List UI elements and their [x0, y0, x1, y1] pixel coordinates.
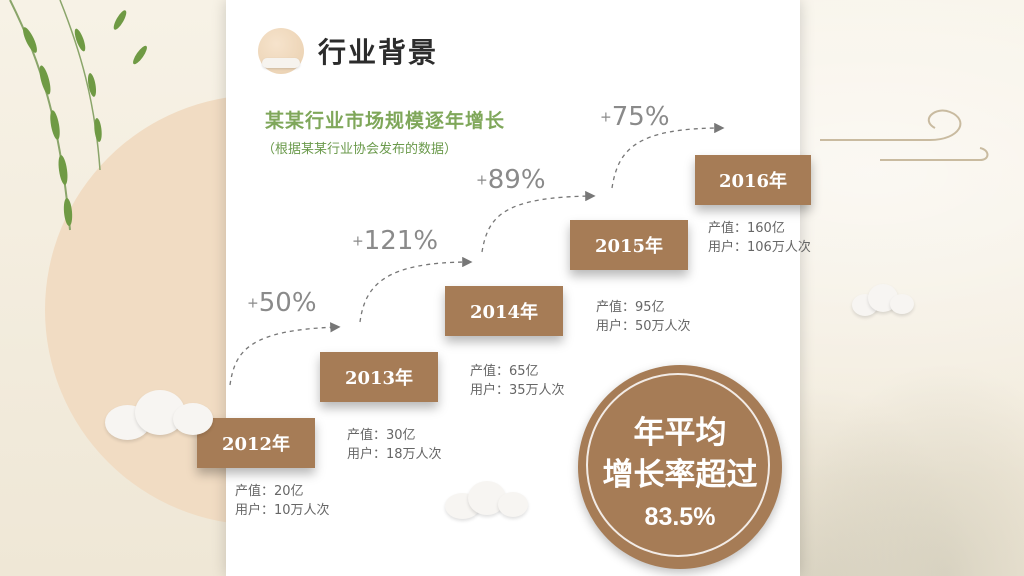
users-2012: 用户：10万人次: [235, 503, 330, 518]
year-box-2013: 2013年: [320, 352, 438, 402]
growth-label-2014: +121%: [352, 226, 439, 256]
swirl-decoration-icon: [820, 109, 989, 161]
year-box-2014: 2014年: [445, 286, 563, 336]
title-bar: 行业背景: [258, 28, 438, 74]
data-source-note: （根据某某行业协会发布的数据）: [262, 142, 458, 157]
users-2015: 用户：50万人次: [596, 319, 691, 334]
cloud-decoration-icon: [440, 478, 535, 523]
badge-value: 83.5%: [644, 503, 716, 531]
growth-label-2016: +75%: [600, 102, 670, 132]
users-2014: 用户：35万人次: [470, 383, 565, 398]
info-2015: 产值：95亿 用户：50万人次: [596, 298, 691, 336]
users-2016: 用户：106万人次: [708, 240, 811, 255]
info-2013: 产值：30亿 用户：18万人次: [347, 426, 442, 464]
year-box-2016: 2016年: [695, 155, 811, 205]
output-2014: 产值：65亿: [470, 364, 539, 379]
arrow-2015-2016: [611, 122, 725, 189]
mountain-decoration: [764, 326, 1024, 576]
cloud-decoration-icon: [95, 385, 225, 445]
badge-ring: [586, 373, 770, 557]
cloud-decoration-icon: [848, 282, 918, 322]
output-2012: 产值：20亿: [235, 484, 304, 499]
growth-label-2013: +50%: [247, 288, 317, 318]
users-2013: 用户：18万人次: [347, 447, 442, 462]
year-box-2015: 2015年: [570, 220, 688, 270]
output-2015: 产值：95亿: [596, 300, 665, 315]
badge-line2: 增长率超过: [602, 457, 758, 493]
badge-line1: 年平均: [633, 415, 727, 451]
willow-branch-icon: [9, 0, 147, 231]
output-2013: 产值：30亿: [347, 428, 416, 443]
output-2016: 产值：160亿: [708, 221, 785, 236]
growth-label-2015: +89%: [476, 165, 546, 195]
arrow-2014-2015: [481, 190, 596, 253]
average-growth-badge: 年平均 增长率超过 83.5%: [578, 365, 782, 569]
page-title: 行业背景: [318, 36, 439, 69]
info-2016: 产值：160亿 用户：106万人次: [708, 219, 811, 257]
arrow-2013-2014: [359, 256, 473, 323]
info-2014: 产值：65亿 用户：35万人次: [470, 362, 565, 400]
subtitle: 某某行业市场规模逐年增长: [265, 110, 506, 132]
year-box-2012: 2012年: [197, 418, 315, 468]
arrow-2012-2013: [229, 322, 341, 386]
moon-cloud-icon: [258, 28, 304, 74]
info-2012: 产值：20亿 用户：10万人次: [235, 482, 330, 520]
